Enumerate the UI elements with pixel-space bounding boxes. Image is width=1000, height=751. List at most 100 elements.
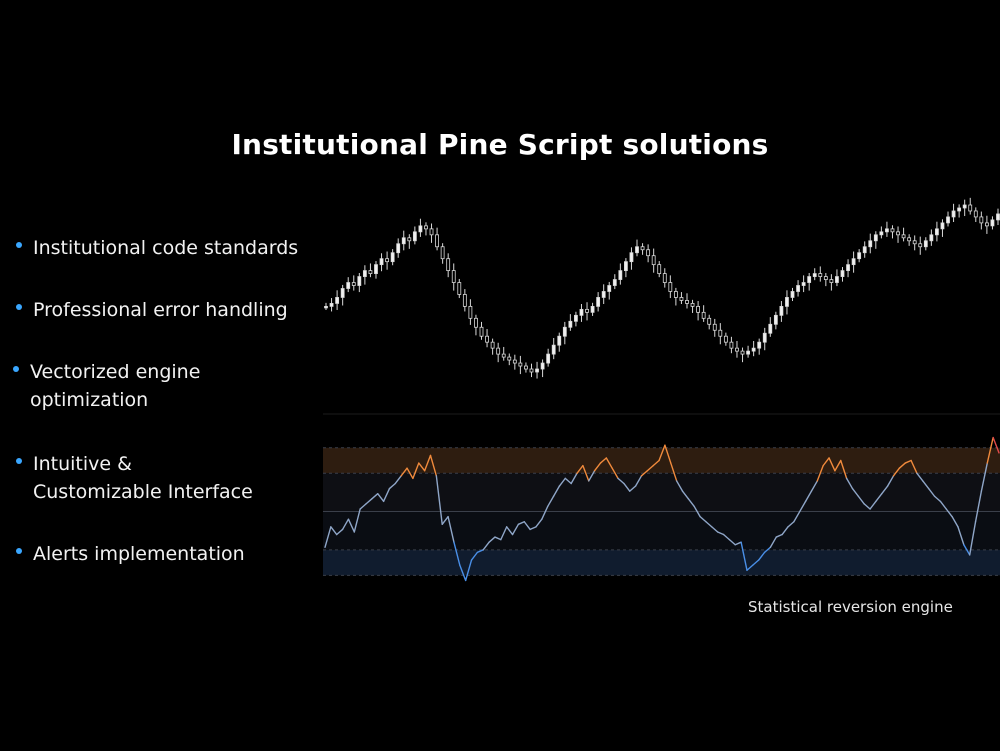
candle-body	[507, 356, 512, 361]
oscillator-segment	[406, 467, 414, 480]
candle-body	[551, 344, 556, 355]
candle-body	[574, 314, 578, 322]
oscillator-segment	[605, 457, 613, 469]
candle-body	[973, 210, 978, 218]
oscillator-segment	[787, 521, 795, 528]
feature-label: Institutional code standards	[33, 237, 299, 259]
candle-body	[757, 341, 762, 349]
oscillator-segment	[922, 480, 930, 490]
candle-body	[596, 297, 601, 307]
candle-body	[957, 207, 962, 212]
candle-body	[762, 332, 767, 343]
candle-body	[840, 270, 845, 277]
feature-item: Professional error handling	[16, 296, 288, 324]
candle-body	[446, 258, 451, 272]
candle-body	[640, 246, 645, 251]
candle-body	[518, 362, 523, 367]
bullet-dot-icon	[16, 458, 22, 464]
oscillator-segment	[845, 477, 854, 490]
oscillator-segment	[775, 533, 783, 538]
candle-body	[568, 320, 573, 328]
oscillator-segment	[459, 564, 467, 582]
page-title: Institutional Pine Script solutions	[231, 128, 769, 161]
candle-body	[918, 243, 923, 248]
oscillator-segment	[752, 559, 760, 566]
oscillator-segment	[330, 526, 338, 536]
candle-body	[912, 240, 917, 245]
candle-body	[779, 305, 784, 316]
oscillator-segment	[582, 464, 590, 482]
candle-body	[690, 303, 695, 307]
oscillator-segment	[623, 482, 631, 492]
oscillator-segment	[564, 477, 572, 485]
oscillator-segment	[822, 457, 830, 467]
oscillator-segment	[535, 518, 543, 528]
oscillator-segment	[418, 462, 426, 472]
oscillator-segment	[593, 462, 602, 472]
oscillator-segment	[423, 454, 432, 472]
candle-body	[535, 368, 539, 373]
candle-body	[907, 237, 912, 242]
oscillator-segment	[927, 487, 936, 497]
oscillator-segment	[341, 518, 350, 531]
candle-body	[396, 243, 401, 254]
candle-body	[368, 270, 373, 274]
oscillator-segment	[687, 498, 695, 508]
candle-body	[868, 240, 873, 248]
oscillator-segment	[400, 467, 408, 477]
candle-body	[479, 326, 484, 337]
candle-body	[579, 308, 584, 316]
feature-list: Institutional code standards Professiona…	[0, 0, 330, 751]
candle-body	[712, 323, 717, 331]
candle-body	[646, 249, 651, 257]
oscillator-segment	[617, 477, 625, 485]
candle-body	[524, 365, 528, 370]
feature-item: Intuitive & Customizable Interface	[16, 450, 253, 506]
candle-body	[496, 347, 501, 355]
bullet-dot-icon	[16, 242, 22, 248]
oscillator-segment	[892, 467, 901, 477]
candle-body	[540, 362, 545, 370]
candle-body	[429, 228, 434, 236]
candle-body	[585, 308, 589, 313]
candle-body	[718, 329, 723, 337]
candle-body	[679, 297, 684, 301]
candle-body	[946, 216, 950, 224]
candle-body	[807, 276, 812, 283]
candle-body	[723, 335, 728, 343]
feature-label: Professional error handling	[33, 299, 288, 321]
candle-body	[746, 350, 750, 355]
oscillator-segment	[371, 492, 379, 500]
oscillator-segment	[828, 457, 836, 472]
candle-body	[901, 234, 906, 239]
oscillator-segment	[488, 536, 496, 543]
candle-body	[940, 222, 945, 230]
candle-body	[474, 317, 478, 328]
oscillator-segment	[711, 526, 719, 533]
oscillator-segment	[429, 454, 438, 477]
oscillator-segment	[517, 521, 525, 526]
oscillator-segment	[570, 472, 578, 485]
oscillator-segment	[324, 526, 332, 548]
oscillator-segment	[910, 459, 918, 474]
candle-body	[696, 305, 700, 313]
candle-body	[935, 228, 939, 236]
oscillator-segment	[793, 510, 801, 523]
candle-body	[424, 225, 428, 230]
oscillator-segment	[646, 464, 654, 472]
oscillator-segment	[476, 549, 484, 554]
oscillator-segment	[336, 528, 344, 536]
oscillator-segment	[781, 526, 789, 536]
oscillator-segment	[851, 487, 860, 497]
oscillator-segment	[382, 487, 391, 503]
candle-body	[990, 219, 995, 227]
oscillator-segment	[857, 495, 865, 505]
candle-body	[890, 228, 895, 233]
oscillator-segment	[769, 536, 777, 548]
oscillator-segment	[804, 490, 813, 503]
candle-body	[340, 288, 345, 298]
candle-body	[501, 353, 506, 358]
bullet-dot-icon	[16, 304, 22, 310]
oscillator-segment	[716, 531, 725, 536]
candle-body	[379, 258, 384, 266]
